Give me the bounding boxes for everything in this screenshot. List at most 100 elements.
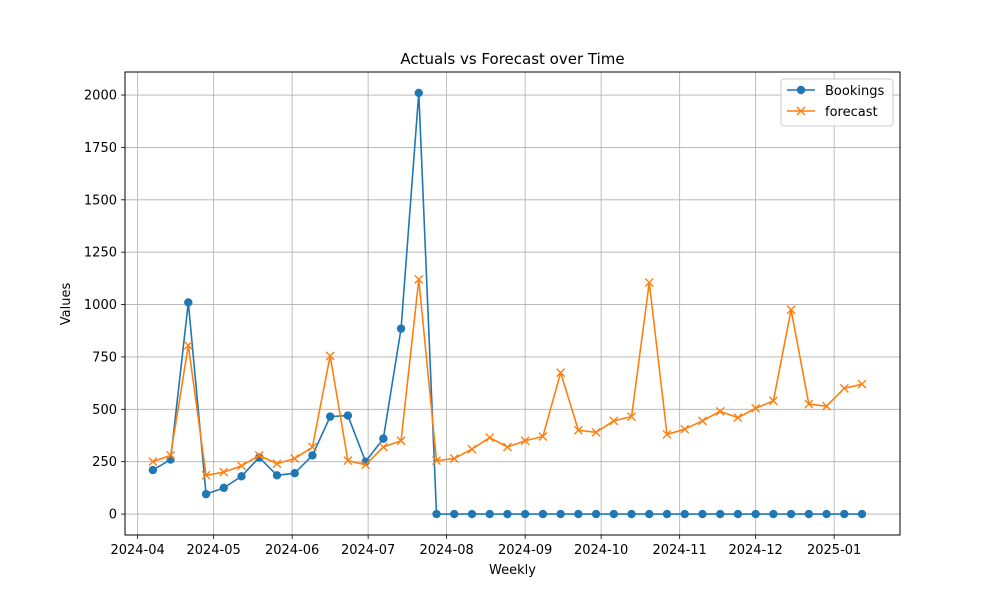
data-point-bookings (396, 324, 406, 333)
data-point-forecast (432, 456, 442, 466)
data-point-forecast (307, 442, 317, 452)
data-point-bookings (769, 509, 778, 519)
data-point-bookings (414, 88, 423, 98)
data-point-bookings (343, 411, 353, 420)
data-point-forecast (662, 429, 672, 439)
y-tick-label: 1000 (84, 298, 117, 313)
data-point-bookings (308, 451, 317, 460)
data-point-forecast (857, 379, 867, 389)
data-point-forecast (361, 460, 371, 470)
legend-marker-bookings (796, 85, 806, 95)
data-point-forecast (733, 413, 743, 423)
data-point-forecast (396, 436, 406, 446)
data-point-forecast (573, 425, 583, 435)
legend-entry-forecast: forecast (787, 105, 878, 120)
data-point-bookings (237, 472, 246, 481)
data-point-bookings (503, 509, 512, 519)
legend-marker-forecast (796, 106, 806, 116)
legend: Bookings forecast (780, 78, 894, 127)
data-point-forecast (556, 368, 566, 378)
x-tick-label: 2024-10 (574, 543, 628, 558)
y-tick-label: 1500 (84, 193, 117, 208)
data-point-forecast (644, 278, 654, 288)
data-point-forecast (502, 442, 512, 452)
data-point-bookings (290, 468, 299, 478)
data-point-bookings (786, 509, 796, 519)
data-point-forecast (520, 436, 530, 446)
y-tick-label: 500 (92, 403, 117, 418)
data-point-bookings (715, 509, 725, 519)
data-point-bookings (627, 509, 636, 519)
data-point-bookings (538, 509, 548, 519)
data-point-bookings (840, 509, 849, 519)
data-point-bookings (857, 509, 867, 519)
data-point-forecast (343, 456, 353, 466)
data-point-bookings (733, 509, 743, 519)
data-point-bookings (255, 453, 264, 462)
data-point-bookings (680, 509, 689, 519)
data-point-forecast (697, 416, 707, 426)
x-axis-ticks: 2024-04 2024-05 2024-06 2024-07 2024-08 2024-… (110, 535, 861, 558)
y-tick-label: 250 (92, 455, 117, 470)
x-tick-label: 2025-01 (807, 543, 861, 558)
data-point-forecast (627, 412, 637, 422)
x-tick-label: 2024-12 (728, 543, 782, 558)
series-bookings (148, 88, 867, 519)
data-point-bookings (467, 509, 477, 519)
legend-entry-bookings: Bookings (787, 84, 884, 99)
data-point-forecast (839, 383, 849, 393)
y-tick-label: 1750 (84, 141, 117, 156)
data-point-forecast (804, 399, 814, 409)
y-tick-label: 1250 (84, 246, 117, 261)
x-tick-label: 2024-05 (186, 543, 240, 558)
plot-frame (124, 71, 901, 536)
data-point-bookings (485, 509, 494, 519)
data-point-forecast (751, 403, 761, 413)
data-point-forecast (715, 406, 725, 416)
x-axis-label: Weekly (489, 563, 536, 578)
data-point-bookings (698, 509, 707, 519)
data-point-forecast (183, 340, 193, 350)
data-point-forecast (449, 454, 459, 464)
data-point-forecast (591, 427, 601, 437)
x-tick-label: 2024-08 (419, 543, 473, 558)
series-forecast (148, 274, 867, 480)
data-point-bookings (662, 509, 672, 519)
data-point-bookings (184, 298, 193, 307)
data-point-bookings (804, 509, 814, 519)
y-tick-label: 2000 (84, 89, 117, 104)
data-point-forecast (485, 433, 495, 443)
data-point-bookings (219, 483, 228, 493)
data-point-bookings (148, 465, 158, 475)
x-tick-label: 2024-06 (265, 543, 319, 558)
data-point-forecast (237, 461, 246, 471)
grid-lines (125, 72, 900, 535)
data-point-forecast (538, 432, 548, 442)
data-point-forecast (148, 457, 158, 467)
data-point-forecast (786, 305, 796, 315)
chart-title: Actuals vs Forecast over Time (400, 50, 624, 68)
x-tick-label: 2024-09 (498, 543, 552, 558)
data-point-bookings (556, 509, 565, 519)
plot-series (148, 88, 867, 519)
data-point-bookings (325, 412, 335, 421)
data-point-forecast (414, 274, 424, 284)
data-point-bookings (379, 434, 388, 443)
y-axis-label: Values (59, 283, 74, 326)
data-point-forecast (378, 442, 388, 452)
data-point-forecast (272, 459, 282, 469)
data-point-forecast (680, 424, 690, 434)
data-point-bookings (450, 509, 459, 519)
data-point-forecast (768, 396, 778, 406)
data-point-forecast (219, 467, 229, 477)
data-point-bookings (591, 509, 601, 519)
legend-label-bookings: Bookings (825, 84, 884, 99)
data-point-forecast (325, 351, 335, 361)
data-point-forecast (467, 444, 477, 454)
data-point-bookings (751, 509, 760, 519)
x-tick-label: 2024-04 (110, 543, 164, 558)
y-tick-label: 750 (92, 350, 117, 365)
data-point-bookings (574, 509, 583, 519)
data-point-forecast (822, 401, 832, 411)
